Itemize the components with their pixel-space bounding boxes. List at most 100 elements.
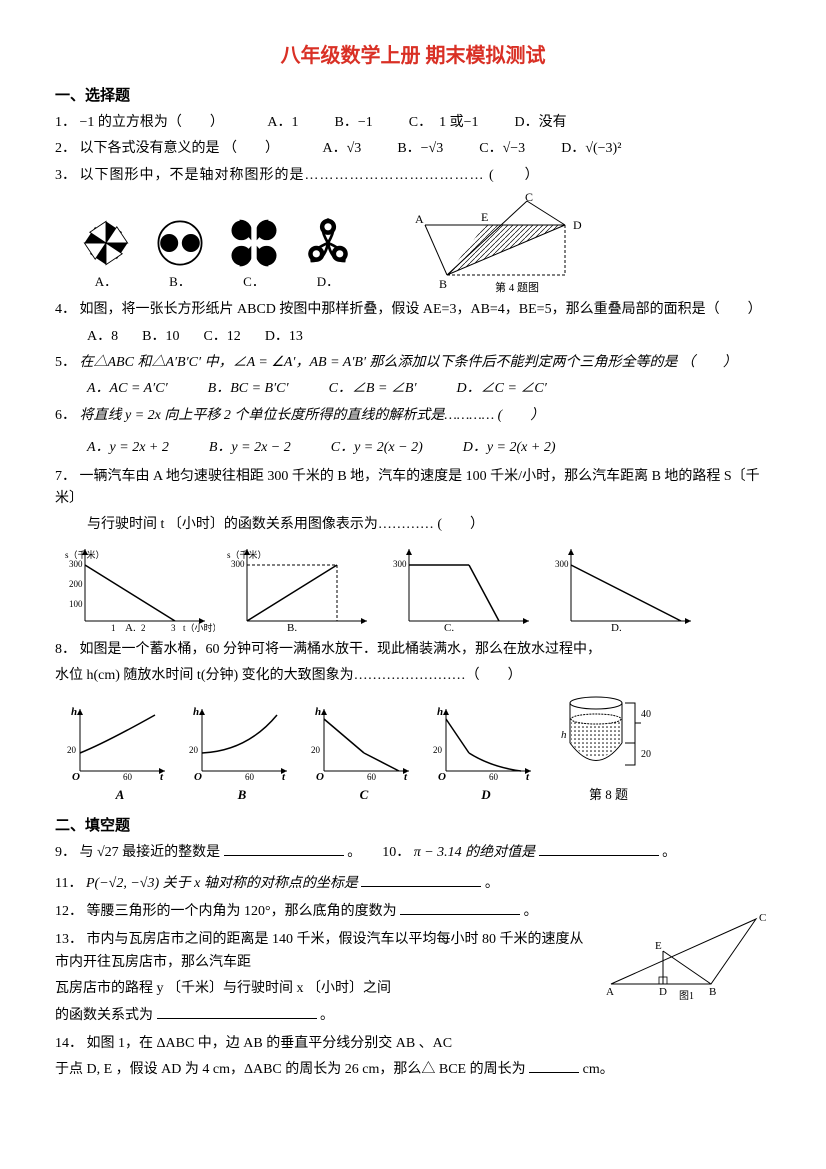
q8-figlabel: 第 8 题 — [589, 785, 628, 806]
svg-text:B.: B. — [287, 622, 297, 633]
svg-text:D: D — [659, 986, 667, 998]
q6-text: 将直线 y = 2x 向上平移 2 个单位长度所得的直线的解析式是………… ( … — [80, 408, 545, 423]
q8-graphC: h 20 60 t O — [309, 703, 419, 783]
q6-optC: C．y = 2(x − 2) — [331, 437, 423, 459]
q1-optD: D．没有 — [515, 112, 567, 134]
question-11: 11． P(−√2, −√3) 关于 x 轴对称的对称点的坐标是 。 — [55, 873, 771, 895]
question-1: 1． −1 的立方根为（ ） A．1 B．−1 C． 1 或−1 D．没有 — [55, 112, 771, 134]
q9-num: 9． — [55, 845, 76, 860]
svg-text:O: O — [316, 771, 324, 783]
q3-text: 以下图形中，不是轴对称图形的是……………………………… ( ） — [80, 168, 540, 183]
q2-optA: A． — [323, 141, 347, 156]
q4-optC: C．12 — [203, 326, 240, 348]
svg-text:1: 1 — [111, 623, 116, 633]
q5-optA: A．AC = A′C′ — [87, 378, 168, 400]
svg-text:300: 300 — [393, 559, 407, 569]
q14-text2: 于点 D, E ，假设 AD 为 4 cm，ΔABC 的周长为 26 cm，那么… — [55, 1062, 526, 1077]
svg-text:t: t — [404, 771, 408, 783]
q6-optD: D．y = 2(x + 2) — [463, 437, 556, 459]
question-3: 3． 以下图形中，不是轴对称图形的是……………………………… ( ） — [55, 165, 771, 187]
question-6: 6． 将直线 y = 2x 向上平移 2 个单位长度所得的直线的解析式是…………… — [55, 405, 771, 427]
q7-num: 7． — [55, 469, 76, 484]
question-4: 4． 如图，将一张长方形纸片 ABCD 按图中那样折叠，假设 AE=3，AB=4… — [55, 299, 771, 321]
svg-text:A.: A. — [125, 622, 136, 633]
q13-blank — [157, 1005, 317, 1019]
svg-text:第 4 题图: 第 4 题图 — [495, 280, 539, 293]
svg-text:t（小时）: t（小时） — [183, 622, 215, 633]
q13-text2: 瓦房店市的路程 y 〔千米〕与行驶时间 x 〔小时〕之间 — [55, 981, 391, 996]
q4-optA: A．8 — [87, 326, 118, 348]
q3-figB-circles-icon — [153, 216, 207, 270]
q14-unit: cm。 — [583, 1062, 614, 1077]
svg-text:200: 200 — [69, 579, 83, 589]
section-1-head: 一、选择题 — [55, 84, 771, 108]
svg-text:C.: C. — [444, 622, 454, 633]
svg-text:图1: 图1 — [679, 990, 694, 1002]
q3-labelB: B． — [153, 272, 207, 293]
q8-labelB: B — [238, 785, 247, 806]
q11-num: 11． — [55, 876, 82, 891]
svg-text:60: 60 — [367, 772, 377, 782]
q2-mathC: √−3 — [503, 141, 526, 156]
q6-opts: A．y = 2x + 2 B．y = 2x − 2 C．y = 2(x − 2)… — [87, 437, 556, 459]
q9-period: 。 — [347, 845, 361, 860]
q13-num: 13． — [55, 932, 83, 947]
question-14: 14． 如图 1，在 ΔABC 中，边 AB 的垂直平分线分别交 AB 、AC — [55, 1033, 771, 1055]
q3-figA-pinwheel-icon — [79, 216, 133, 270]
svg-text:t: t — [526, 771, 530, 783]
q12-num: 12． — [55, 904, 83, 919]
q14-line2: 于点 D, E ，假设 AD 为 4 cm，ΔABC 的周长为 26 cm，那么… — [55, 1059, 771, 1081]
q4-optD: D．13 — [265, 326, 303, 348]
svg-text:A: A — [606, 986, 614, 998]
q3-figures: A． B． C． D． — [79, 193, 771, 293]
svg-text:20: 20 — [189, 745, 199, 755]
q11-blank — [361, 873, 481, 887]
q7-graphA: s（千米） 300 200 100 1 2 3 t（小时） A. — [65, 543, 215, 633]
section-2-head: 二、填空题 — [55, 814, 771, 838]
q6-num: 6． — [55, 408, 76, 423]
q3-labelA: A． — [79, 272, 133, 293]
q6-optB: B．y = 2x − 2 — [209, 437, 291, 459]
q8-graphA: h 20 60 t O — [65, 703, 175, 783]
svg-text:t: t — [282, 771, 286, 783]
question-2: 2． 以下各式没有意义的是 （ ） A．√3 B．−√3 C．√−3 D．√(−… — [55, 138, 771, 160]
q8-text1: 如图是一个蓄水桶，60 分钟可将一满桶水放干．现此桶装满水，那么在放水过程中， — [80, 642, 602, 657]
q8-labelC: C — [360, 785, 369, 806]
svg-text:40: 40 — [641, 709, 651, 720]
q8-labelD: D — [481, 785, 490, 806]
q5-text: 在△ABC 和△A′B′C′ 中，∠A = ∠A′，AB = A′B′ 那么添加… — [80, 355, 738, 370]
q10-num: 10． — [382, 845, 410, 860]
q14-num: 14． — [55, 1036, 83, 1051]
q2-mathA: √3 — [347, 141, 362, 156]
q10-text: π − 3.14 的绝对值是 — [414, 845, 535, 860]
q2-optC: C． — [479, 141, 502, 156]
question-7: 7． 一辆汽车由 A 地匀速驶往相距 300 千米的 B 地，汽车的速度是 10… — [55, 466, 771, 511]
q5-optC: C．∠B = ∠B′ — [329, 378, 417, 400]
q1-optB: B．−1 — [335, 112, 373, 134]
svg-text:h: h — [437, 706, 443, 718]
q10-period: 。 — [662, 845, 676, 860]
q4-text: 如图，将一张长方形纸片 ABCD 按图中那样折叠，假设 AE=3，AB=4，BE… — [80, 302, 762, 317]
svg-text:300: 300 — [555, 559, 569, 569]
svg-text:O: O — [72, 771, 80, 783]
svg-text:h: h — [71, 706, 77, 718]
q1-num: 1． — [55, 115, 76, 130]
q7-text1: 一辆汽车由 A 地匀速驶往相距 300 千米的 B 地，汽车的速度是 100 千… — [55, 469, 760, 506]
q2-mathD: √(−3)² — [585, 141, 621, 156]
page-title: 八年级数学上册 期末模拟测试 — [55, 40, 771, 72]
svg-text:D.: D. — [611, 622, 622, 633]
svg-text:20: 20 — [67, 745, 77, 755]
q4-optB: B．10 — [142, 326, 179, 348]
q1-optA: A．1 — [267, 112, 298, 134]
question-9-10: 9． 与 √27 最接近的整数是 。 10． π − 3.14 的绝对值是 。 — [55, 842, 771, 864]
svg-text:h: h — [315, 706, 321, 718]
svg-text:h: h — [193, 706, 199, 718]
q4-opts: A．8 B．10 C．12 D．13 — [87, 326, 303, 348]
svg-text:300: 300 — [231, 559, 245, 569]
svg-text:E: E — [481, 210, 488, 224]
svg-text:D: D — [573, 218, 582, 232]
q3-labelD: D． — [301, 272, 355, 293]
q2-mathB: −√3 — [421, 141, 444, 156]
svg-text:3: 3 — [171, 623, 176, 633]
q8-graphB: h 20 60 t O — [187, 703, 297, 783]
